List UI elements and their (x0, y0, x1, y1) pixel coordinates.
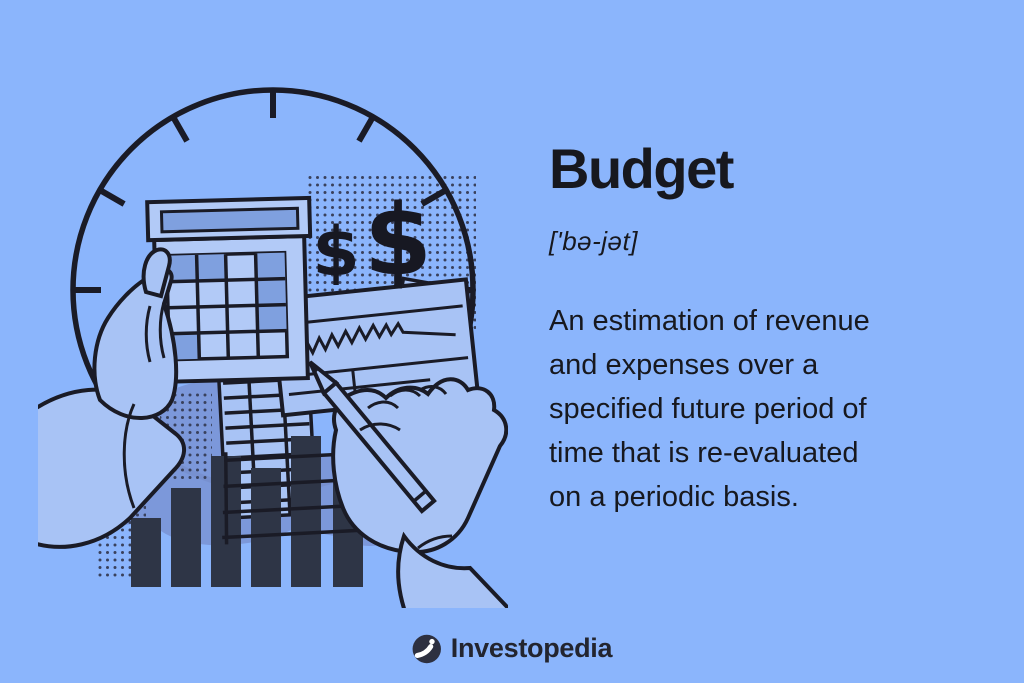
page-title: Budget (549, 137, 734, 200)
definition-line: An estimation of revenue (549, 304, 870, 337)
investopedia-logo-icon (412, 634, 441, 663)
pronunciation: ['bə-jət] (549, 225, 638, 256)
calculator-icon (145, 195, 313, 385)
logo-text: Investopedia (450, 633, 613, 663)
definition-line: specified future period of (549, 392, 867, 425)
definition-line: and expenses over a (549, 348, 819, 381)
bar (251, 468, 281, 587)
definition-line: on a periodic basis. (549, 480, 799, 513)
right-hand-pencil-icon (308, 360, 508, 608)
bar (291, 436, 321, 587)
pencil-icon (308, 360, 437, 514)
bar (171, 488, 201, 587)
dollar-sign-small-icon: $ (312, 213, 359, 292)
budget-illustration: $ $ (38, 87, 508, 608)
dollar-sign-large-icon: $ (364, 184, 432, 298)
definition-panel: Budget ['bə-jət] An estimation of revenu… (549, 138, 981, 519)
bar (131, 518, 161, 587)
investopedia-logo: Investopedia (412, 633, 613, 664)
definition-text: An estimation of revenue and expenses ov… (549, 299, 981, 519)
left-hand-icon (38, 247, 186, 549)
bar-chart-icon (131, 436, 363, 587)
definition-line: time that is re-evaluated (549, 436, 859, 469)
